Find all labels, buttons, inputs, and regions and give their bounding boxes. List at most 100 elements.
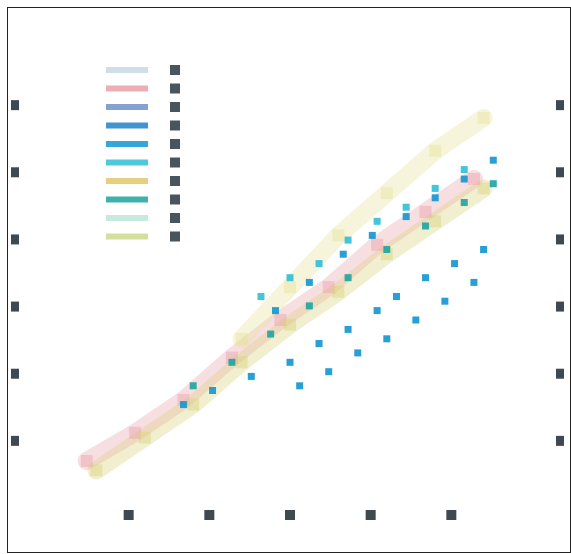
legend-swatch-6 bbox=[106, 178, 148, 184]
legend-swatch-5 bbox=[106, 159, 148, 166]
series-1-mark-4 bbox=[284, 318, 296, 331]
y-tick-mark-right-1 bbox=[556, 368, 564, 379]
series-band-1 bbox=[87, 179, 493, 480]
series-band-0 bbox=[77, 170, 483, 470]
series-3-point-24 bbox=[441, 297, 449, 305]
series-3-point-25 bbox=[470, 278, 478, 286]
series-3-point-21 bbox=[354, 349, 362, 357]
series-5-point-6 bbox=[431, 184, 439, 192]
series-5-point-4 bbox=[373, 217, 381, 225]
legend-marker-4 bbox=[170, 139, 180, 149]
series-3-point-19 bbox=[296, 382, 304, 390]
legend bbox=[106, 65, 180, 242]
legend-marker-5 bbox=[170, 157, 180, 168]
series-5-point-0 bbox=[257, 293, 265, 300]
series-1-mark-2 bbox=[187, 398, 200, 411]
legend-marker-2 bbox=[170, 102, 180, 112]
legend-swatch-1 bbox=[106, 85, 148, 92]
series-0-mark-6 bbox=[371, 238, 384, 251]
series-0-mark-7 bbox=[419, 205, 432, 218]
legend-marker-8 bbox=[170, 213, 180, 223]
series-2-mark-2 bbox=[332, 229, 345, 242]
series-2-mark-1 bbox=[284, 281, 296, 294]
y-tick-mark-right-3 bbox=[556, 234, 564, 245]
series-5-point-2 bbox=[315, 260, 323, 268]
series-4-point-4 bbox=[344, 274, 352, 282]
band-layer bbox=[77, 108, 493, 480]
series-1-mark-3 bbox=[235, 356, 248, 369]
series-1-mark-0 bbox=[90, 464, 103, 477]
series-5-point-1 bbox=[286, 274, 294, 282]
series-3-point-14 bbox=[368, 231, 376, 239]
series-3-point-1 bbox=[209, 387, 217, 394]
series-4-point-3 bbox=[305, 302, 313, 310]
series-3-point-12 bbox=[305, 278, 313, 286]
series-1-mark-8 bbox=[477, 182, 490, 195]
series-0-mark-0 bbox=[80, 455, 93, 467]
legend-swatch-3 bbox=[106, 122, 148, 129]
series-3-point-6 bbox=[373, 307, 381, 315]
y-tick-mark-right-5 bbox=[556, 100, 564, 111]
series-5-point-5 bbox=[402, 203, 410, 211]
legend-swatch-4 bbox=[106, 141, 148, 147]
legend-swatch-9 bbox=[106, 233, 148, 240]
series-4-point-8 bbox=[489, 180, 497, 188]
series-2-mark-3 bbox=[380, 187, 393, 200]
x-tick-mark-2 bbox=[285, 510, 295, 520]
series-2-mark-4 bbox=[429, 144, 442, 157]
series-2-mark-0 bbox=[235, 332, 248, 345]
x-tick-mark-3 bbox=[365, 510, 376, 520]
y-tick-mark-right-2 bbox=[556, 301, 564, 312]
legend-swatch-8 bbox=[106, 215, 148, 221]
x-tick-mark-4 bbox=[446, 510, 457, 520]
series-1-mark-5 bbox=[332, 285, 345, 298]
series-3-point-11 bbox=[271, 307, 279, 315]
series-4-point-2 bbox=[267, 330, 275, 338]
scatter-chart bbox=[11, 65, 564, 520]
series-5-point-7 bbox=[460, 166, 468, 174]
series-5-point-3 bbox=[344, 236, 352, 244]
series-3-point-3 bbox=[286, 358, 294, 366]
series-3-point-2 bbox=[247, 372, 255, 380]
series-4-point-0 bbox=[189, 382, 197, 390]
tick-layer bbox=[11, 100, 564, 520]
legend-swatch-0 bbox=[106, 67, 148, 73]
series-1-mark-1 bbox=[138, 431, 151, 444]
series-3-point-13 bbox=[339, 250, 347, 258]
point-layer bbox=[80, 111, 497, 477]
series-3-point-8 bbox=[422, 274, 430, 282]
y-tick-mark-left-3 bbox=[11, 234, 19, 245]
series-3-point-10 bbox=[480, 246, 488, 253]
series-3-point-9 bbox=[451, 260, 459, 268]
y-tick-mark-left-5 bbox=[11, 100, 19, 111]
x-tick-mark-1 bbox=[204, 510, 215, 520]
legend-swatch-7 bbox=[106, 196, 148, 203]
series-4-point-5 bbox=[383, 246, 391, 253]
series-4-point-7 bbox=[460, 199, 468, 206]
series-0-mark-4 bbox=[274, 314, 287, 326]
series-3-point-17 bbox=[460, 175, 468, 183]
series-0-mark-8 bbox=[467, 173, 480, 185]
legend-marker-1 bbox=[170, 83, 180, 94]
legend-swatch-2 bbox=[106, 104, 148, 110]
legend-marker-9 bbox=[170, 231, 180, 242]
series-0-mark-5 bbox=[322, 281, 335, 294]
series-3-point-16 bbox=[431, 194, 439, 202]
series-0-mark-1 bbox=[129, 426, 142, 439]
legend-marker-7 bbox=[170, 194, 180, 205]
x-tick-mark-0 bbox=[123, 510, 134, 520]
chart-frame bbox=[7, 7, 571, 553]
series-3-point-22 bbox=[383, 335, 391, 343]
y-tick-mark-right-0 bbox=[556, 435, 564, 446]
series-2-mark-5 bbox=[477, 111, 490, 124]
y-tick-mark-left-1 bbox=[11, 368, 19, 379]
legend-marker-0 bbox=[170, 65, 180, 75]
series-3-point-7 bbox=[392, 293, 400, 300]
series-3-point-18 bbox=[489, 156, 497, 164]
y-tick-mark-left-4 bbox=[11, 167, 19, 178]
legend-marker-6 bbox=[170, 176, 180, 186]
y-tick-mark-left-0 bbox=[11, 435, 19, 446]
legend-marker-3 bbox=[170, 120, 180, 131]
series-3-point-23 bbox=[412, 316, 420, 324]
series-3-point-4 bbox=[315, 340, 323, 347]
